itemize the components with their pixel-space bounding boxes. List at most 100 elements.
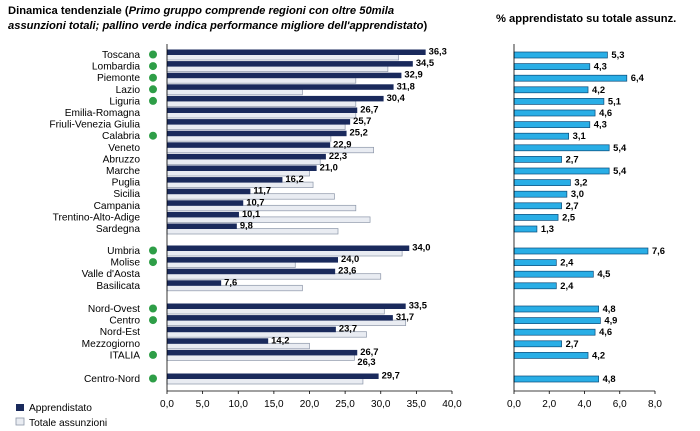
bar-pct-sicilia	[513, 190, 568, 198]
value-label-friuli-venezia-giulia: 25,7	[353, 115, 371, 126]
bar-pct-lombardia	[513, 63, 591, 70]
category-label-campania: Campania	[94, 201, 141, 212]
pct-value-label-marche: 5,4	[613, 165, 627, 176]
bar-totale-emilia-romagna	[166, 112, 357, 119]
bar-apprendistato-campania	[167, 200, 244, 206]
bar-apprendistato-liguria	[167, 95, 384, 102]
pct-value-label-campania: 2,7	[566, 200, 579, 211]
value-label-abruzzo: 22,3	[329, 150, 347, 161]
bar-totale-liguria	[166, 100, 357, 107]
bar-apprendistato-toscana	[167, 49, 426, 55]
value-label-basilicata: 7,6	[224, 276, 237, 287]
bar-pct-italia	[513, 352, 589, 359]
category-label-trentino-alto-adige: Trentino-Alto-Adige	[53, 212, 141, 223]
bar-apprendistato-nord-est	[167, 326, 336, 333]
pct-value-label-toscana: 5,3	[611, 49, 624, 60]
category-label-molise: Molise	[111, 258, 141, 269]
bar-pct-friuli-venezia-giulia	[513, 121, 591, 128]
green-dot-centro	[149, 316, 157, 325]
category-label-nord-ovest: Nord-Ovest	[88, 304, 140, 315]
pct-value-label-friuli-venezia-giulia: 4,3	[594, 119, 607, 130]
bar-pct-puglia	[513, 179, 571, 186]
legend-label-apprendistato: Apprendistato	[29, 403, 92, 414]
left-chart-title: Dinamica tendenziale (Primo gruppo compr…	[8, 5, 427, 32]
bar-pct-centro	[513, 317, 601, 324]
bar-apprendistato-mezzogiorno	[167, 338, 269, 344]
bar-totale-lombardia	[166, 65, 389, 72]
value-label-piemonte: 32,9	[404, 69, 422, 80]
value-label-marche: 21,0	[320, 162, 338, 173]
bar-apprendistato-valle-d-aosta	[167, 268, 336, 275]
value-label-toscana: 36,3	[429, 46, 447, 57]
pct-value-label-umbria: 7,6	[652, 245, 665, 256]
bar-apprendistato-abruzzo	[167, 153, 326, 160]
pct-value-label-sardegna: 1,3	[541, 223, 554, 234]
left-x-tick-label: 10,0	[229, 399, 249, 410]
bar-totale-friuli-venezia-giulia	[166, 123, 346, 130]
bar-pct-abruzzo	[513, 156, 562, 163]
category-label-italia: ITALIA	[110, 350, 141, 361]
pct-value-label-sicilia: 3,0	[571, 188, 584, 199]
left-plot-area: 36,3 Toscana 34,5 Lombardia 32,9 Piemonte 31,8…	[49, 44, 462, 410]
left-x-tick-label: 30,0	[371, 399, 391, 410]
value-label-molise: 24,0	[341, 253, 359, 264]
bar-apprendistato-lazio	[167, 84, 394, 90]
value-label-nord-ovest: 33,5	[409, 300, 427, 311]
value-label-lazio: 31,8	[397, 80, 415, 91]
category-label-valle-d-aosta: Valle d'Aosta	[82, 269, 141, 280]
value-label-valle-d-aosta: 23,6	[338, 265, 356, 276]
bar-apprendistato-molise	[167, 257, 338, 263]
value-label-italia: 26,7	[360, 346, 378, 357]
bar-apprendistato-trentino-alto-adige	[167, 211, 239, 218]
bar-totale-piemonte	[166, 77, 357, 84]
left-x-tick-label: 20,0	[300, 399, 320, 410]
bar-pct-nord-est	[513, 328, 596, 336]
pct-value-label-veneto: 5,4	[613, 142, 627, 153]
legend: Apprendistato Totale assunzioni	[15, 403, 107, 429]
bar-apprendistato-puglia	[167, 177, 283, 183]
bar-apprendistato-marche	[167, 165, 317, 171]
bar-apprendistato-calabria	[167, 130, 347, 137]
bar-pct-campania	[513, 202, 562, 210]
category-label-marche: Marche	[106, 166, 140, 177]
pct-value-label-centro: 4,9	[604, 315, 617, 326]
bar-totale-toscana	[166, 54, 399, 61]
bar-pct-centro-nord	[513, 375, 599, 383]
category-label-lombardia: Lombardia	[92, 62, 140, 73]
extra-value-label-italia: 26,3	[357, 356, 375, 367]
bar-pct-umbria	[513, 247, 649, 255]
value-label-umbria: 34,0	[412, 242, 430, 253]
bar-totale-lazio	[166, 88, 303, 96]
value-label-centro-nord: 29,7	[382, 370, 400, 381]
bar-pct-lazio	[513, 86, 589, 94]
bar-pct-veneto	[513, 144, 610, 152]
green-dot-calabria	[149, 131, 157, 140]
green-dot-italia	[149, 350, 157, 359]
pct-value-label-mezzogiorno: 2,7	[566, 338, 579, 349]
value-label-nord-est: 23,7	[339, 323, 357, 334]
bar-pct-calabria	[513, 132, 569, 140]
pct-value-label-centro-nord: 4,8	[603, 373, 616, 384]
pct-value-label-piemonte: 6,4	[631, 72, 645, 83]
pct-value-label-emilia-romagna: 4,6	[599, 107, 612, 118]
green-dot-toscana	[149, 50, 157, 59]
bar-totale-italia	[166, 354, 355, 361]
value-label-calabria: 25,2	[350, 127, 368, 138]
category-label-liguria: Liguria	[109, 96, 140, 107]
pct-value-label-italia: 4,2	[592, 349, 605, 360]
bar-apprendistato-lombardia	[167, 61, 413, 67]
value-label-liguria: 30,4	[387, 92, 406, 103]
bar-totale-molise	[166, 261, 296, 268]
left-x-tick-label: 25,0	[335, 399, 355, 410]
bar-pct-nord-ovest	[513, 305, 599, 313]
bar-pct-basilicata	[513, 282, 557, 290]
bar-apprendistato-sardegna	[167, 223, 237, 229]
pct-value-label-basilicata: 2,4	[560, 280, 574, 291]
bar-apprendistato-sicilia	[167, 188, 251, 195]
pct-value-label-calabria: 3,1	[573, 130, 586, 141]
category-label-piemonte: Piemonte	[97, 73, 140, 84]
bar-totale-centro-nord	[166, 378, 364, 385]
bar-pct-molise	[513, 259, 557, 266]
legend-label-totale: Totale assunzioni	[29, 418, 107, 429]
